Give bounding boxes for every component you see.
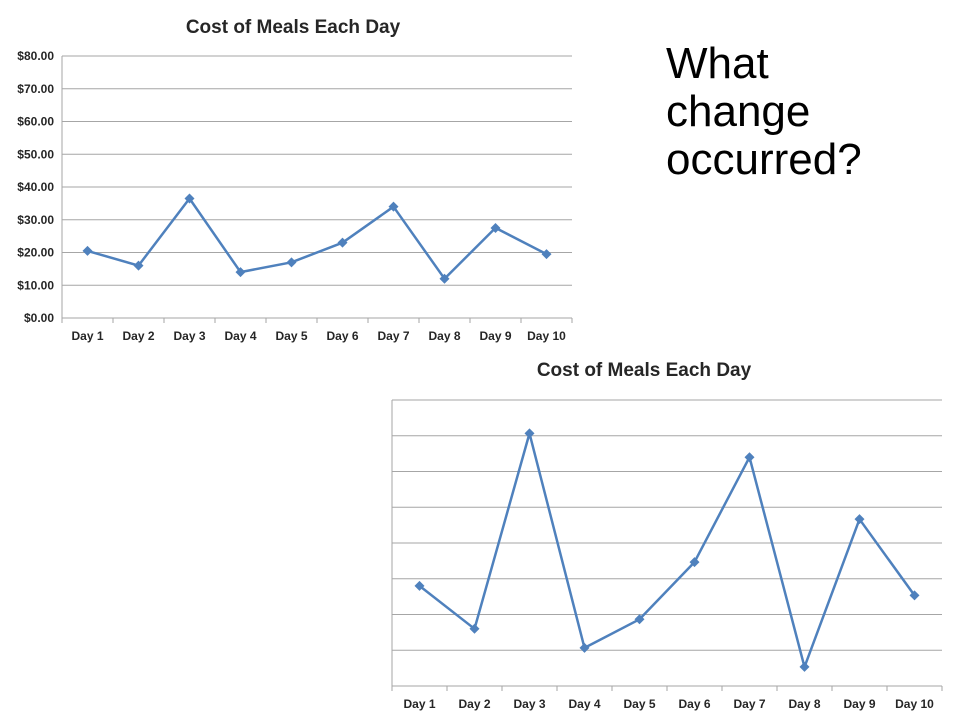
y-tick-label: $10.00 bbox=[17, 278, 54, 292]
x-tick-label: Day 10 bbox=[895, 697, 934, 711]
data-point-marker bbox=[744, 452, 755, 463]
data-point-marker bbox=[854, 514, 865, 525]
x-tick-label: Day 2 bbox=[458, 697, 490, 711]
data-point-marker bbox=[82, 245, 93, 256]
chart-title: Cost of Meals Each Day bbox=[537, 360, 752, 381]
y-tick-label: $50.00 bbox=[17, 147, 54, 161]
data-point-marker bbox=[579, 642, 590, 653]
x-tick-label: Day 1 bbox=[71, 329, 103, 343]
y-tick-label: $70.00 bbox=[17, 82, 54, 96]
series-line bbox=[87, 197, 548, 280]
x-tick-label: Day 5 bbox=[623, 697, 655, 711]
x-tick-label: Day 9 bbox=[843, 697, 875, 711]
x-tick-label: Day 4 bbox=[224, 329, 256, 343]
data-point-marker bbox=[414, 580, 425, 591]
x-tick-label: Day 6 bbox=[326, 329, 358, 343]
data-point-marker bbox=[689, 557, 700, 568]
data-point-marker bbox=[388, 201, 399, 212]
x-tick-label: Day 5 bbox=[275, 329, 307, 343]
x-tick-label: Day 3 bbox=[173, 329, 205, 343]
data-point-marker bbox=[286, 257, 297, 268]
y-tick-label: $30.00 bbox=[17, 213, 54, 227]
x-tick-label: Day 7 bbox=[377, 329, 409, 343]
chart-zoomed-scale: Cost of Meals Each Day Day 1 Day 2 Day 3 Day… bbox=[391, 360, 943, 711]
y-tick-label: $0.00 bbox=[24, 311, 54, 325]
chart-title: Cost of Meals Each Day bbox=[186, 17, 401, 38]
x-tick-label: Day 6 bbox=[678, 697, 710, 711]
x-tick-label: Day 1 bbox=[403, 697, 435, 711]
x-tick-label: Day 10 bbox=[527, 329, 566, 343]
x-tick-label: Day 4 bbox=[568, 697, 600, 711]
data-point-marker bbox=[541, 249, 552, 260]
x-tick-label: Day 8 bbox=[428, 329, 460, 343]
y-tick-label: $60.00 bbox=[17, 115, 54, 129]
data-point-marker bbox=[133, 260, 144, 271]
data-point-marker bbox=[337, 237, 348, 248]
y-tick-label: $80.00 bbox=[17, 49, 54, 63]
series-line bbox=[418, 432, 916, 669]
x-tick-label: Day 8 bbox=[788, 697, 820, 711]
chart-full-scale: Cost of Meals Each Day $0.00 $10.00 $20.00 $… bbox=[17, 17, 573, 343]
data-point-marker bbox=[469, 623, 480, 634]
x-tick-label: Day 7 bbox=[733, 697, 765, 711]
y-tick-label: $20.00 bbox=[17, 246, 54, 260]
data-point-marker bbox=[235, 267, 246, 278]
data-point-marker bbox=[184, 193, 195, 204]
x-tick-label: Day 9 bbox=[479, 329, 511, 343]
data-point-marker bbox=[439, 273, 450, 284]
data-point-marker bbox=[634, 614, 645, 625]
y-tick-label: $40.00 bbox=[17, 180, 54, 194]
data-point-marker bbox=[490, 222, 501, 233]
x-tick-label: Day 2 bbox=[122, 329, 154, 343]
question-text: What change occurred? bbox=[666, 39, 862, 184]
data-point-marker bbox=[909, 590, 920, 601]
data-point-marker bbox=[524, 428, 535, 439]
data-point-marker bbox=[799, 661, 810, 672]
x-tick-label: Day 3 bbox=[513, 697, 545, 711]
